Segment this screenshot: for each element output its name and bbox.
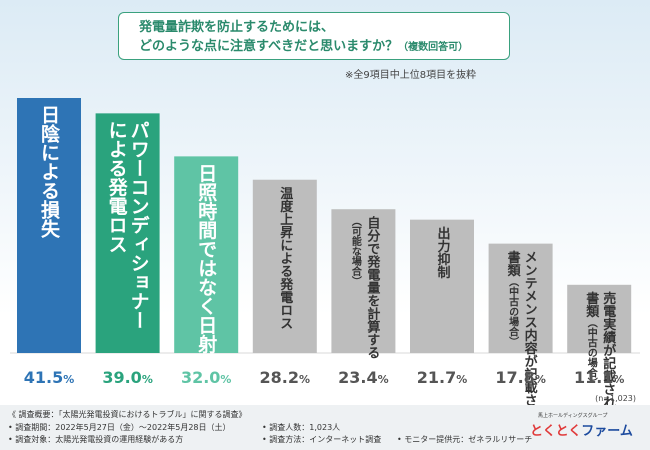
- bar-5: [331, 209, 396, 353]
- bar-2: [95, 113, 160, 353]
- bar-3: [174, 156, 239, 353]
- value-label-2: 39.0%: [102, 368, 153, 387]
- company-logo: とくとくファーム: [530, 420, 633, 439]
- bar-8-label-line-1: 売電実績が記載された: [600, 291, 616, 405]
- logo-subtitle: 馬上ホールディングスグループ: [538, 413, 608, 419]
- survey-overview: 《 調査概要：「太陽光発電投資におけるトラブル」に関する調査》: [8, 410, 247, 419]
- value-label-3: 32.0%: [181, 368, 232, 387]
- bar-1-label-line-1: 日陰による損失: [38, 105, 60, 239]
- footer: 《 調査概要：「太陽光発電投資におけるトラブル」に関する調査》 • 調査期間：2…: [0, 405, 650, 450]
- bar-2-label-line-1: パワーコンディショナー: [128, 120, 150, 329]
- value-label-1: 41.5%: [24, 368, 75, 387]
- value-label-6: 21.7%: [417, 368, 468, 387]
- monitor-provider: • モニター提供元：ゼネラルリサーチ: [397, 435, 533, 444]
- survey-people: • 調査人数：1,023人: [262, 423, 341, 432]
- value-label-8: 11.1%: [574, 368, 625, 387]
- bar-8-label-line-2: 書類（中古の場合）: [583, 291, 600, 388]
- excerpt-note: ※全9項目中上位8項目を抜粋: [345, 70, 477, 81]
- bar-7: [488, 243, 553, 353]
- sample-size-label: (n=1,023): [595, 394, 636, 403]
- value-label-4: 28.2%: [260, 368, 311, 387]
- survey-target: • 調査対象：太陽光発電投資の運用経験がある方: [8, 435, 184, 444]
- value-label-5: 23.4%: [338, 368, 389, 387]
- survey-period: • 調査期間：2022年5月27日（金）〜2022年5月28日（土）: [8, 423, 231, 432]
- question-note: （複数回答可）: [398, 42, 469, 53]
- question-text: どのような点に注意すべきだと思いますか？: [139, 39, 399, 54]
- bar-2-label-line-2: による発電ロス: [106, 120, 129, 253]
- question-box: 発電量詐欺を防止するためには、 どのような点に注意すべきだと思いますか？（複数回…: [118, 12, 510, 60]
- survey-method: • 調査方法：インターネット調査: [262, 435, 382, 444]
- bar-4-label-line-1: 温度上昇による発電ロス: [277, 187, 294, 330]
- bar-8: [567, 284, 632, 353]
- bar-6: [410, 219, 474, 353]
- question-line-1: 発電量詐欺を防止するためには、: [139, 20, 335, 35]
- value-label-7: 17.8%: [495, 368, 546, 387]
- bar-5-label-line-2: （可能な場合）: [349, 216, 362, 286]
- bar-4: [252, 179, 317, 353]
- logo-tail: ファーム: [581, 424, 633, 439]
- logo-main: とくとく: [530, 424, 582, 439]
- bar-6-label-line-1: 出力抑制: [435, 226, 451, 280]
- question-line-2: どのような点に注意すべきだと思いますか？（複数回答可）: [139, 37, 509, 57]
- bar-5-label-line-1: 自分で発電量を計算する: [364, 216, 381, 360]
- bar-7-label-line-2: 書類（中古の場合）: [505, 250, 522, 347]
- bar-3-label-line-1: 日照時間ではなく日射量: [195, 163, 218, 372]
- bar-7-label-line-1: メンテメンス内容が記載された: [522, 251, 539, 405]
- bar-1: [17, 98, 81, 353]
